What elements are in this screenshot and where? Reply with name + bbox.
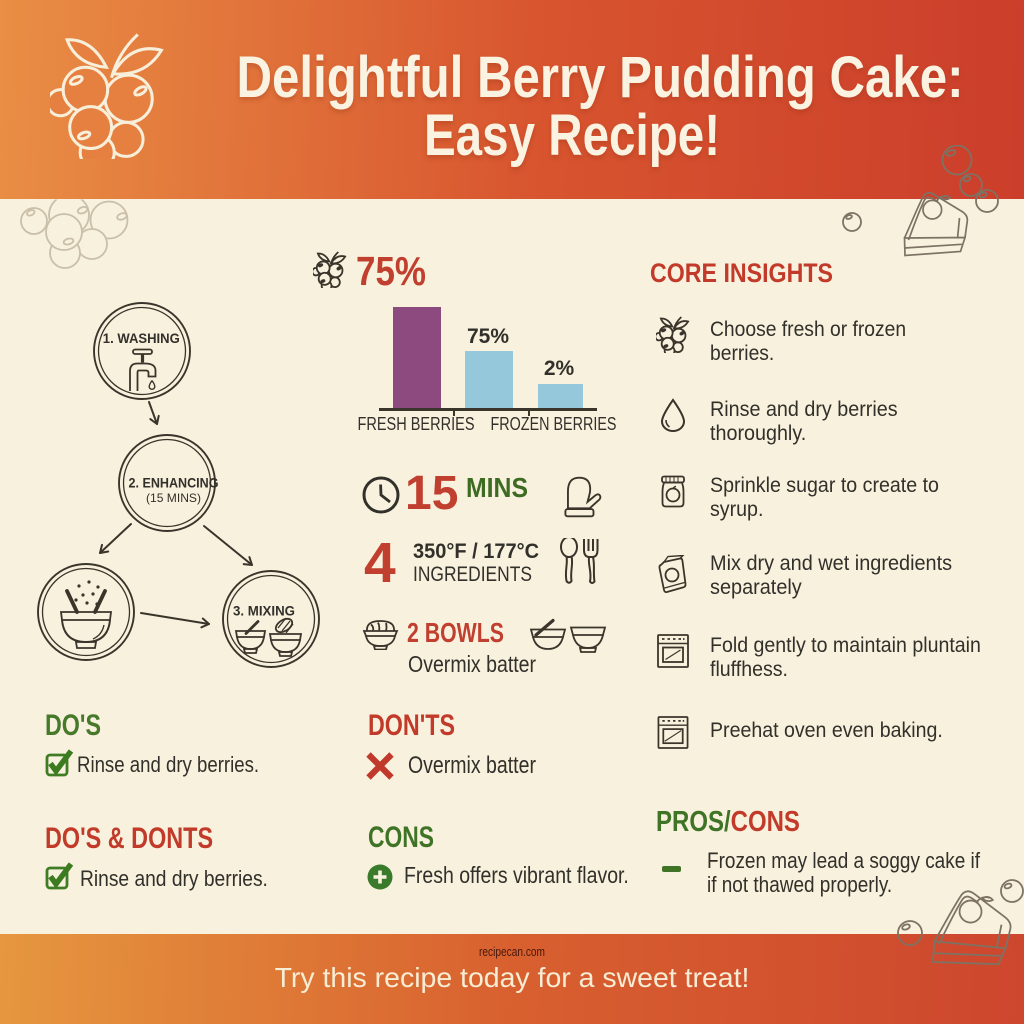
- svg-text:(15 MINS): (15 MINS): [146, 491, 201, 505]
- svg-text:1. WASHING: 1. WASHING: [103, 330, 180, 346]
- svg-text:3. MIXING: 3. MIXING: [233, 603, 295, 619]
- svg-text:2. ENHANCING: 2. ENHANCING: [129, 476, 219, 491]
